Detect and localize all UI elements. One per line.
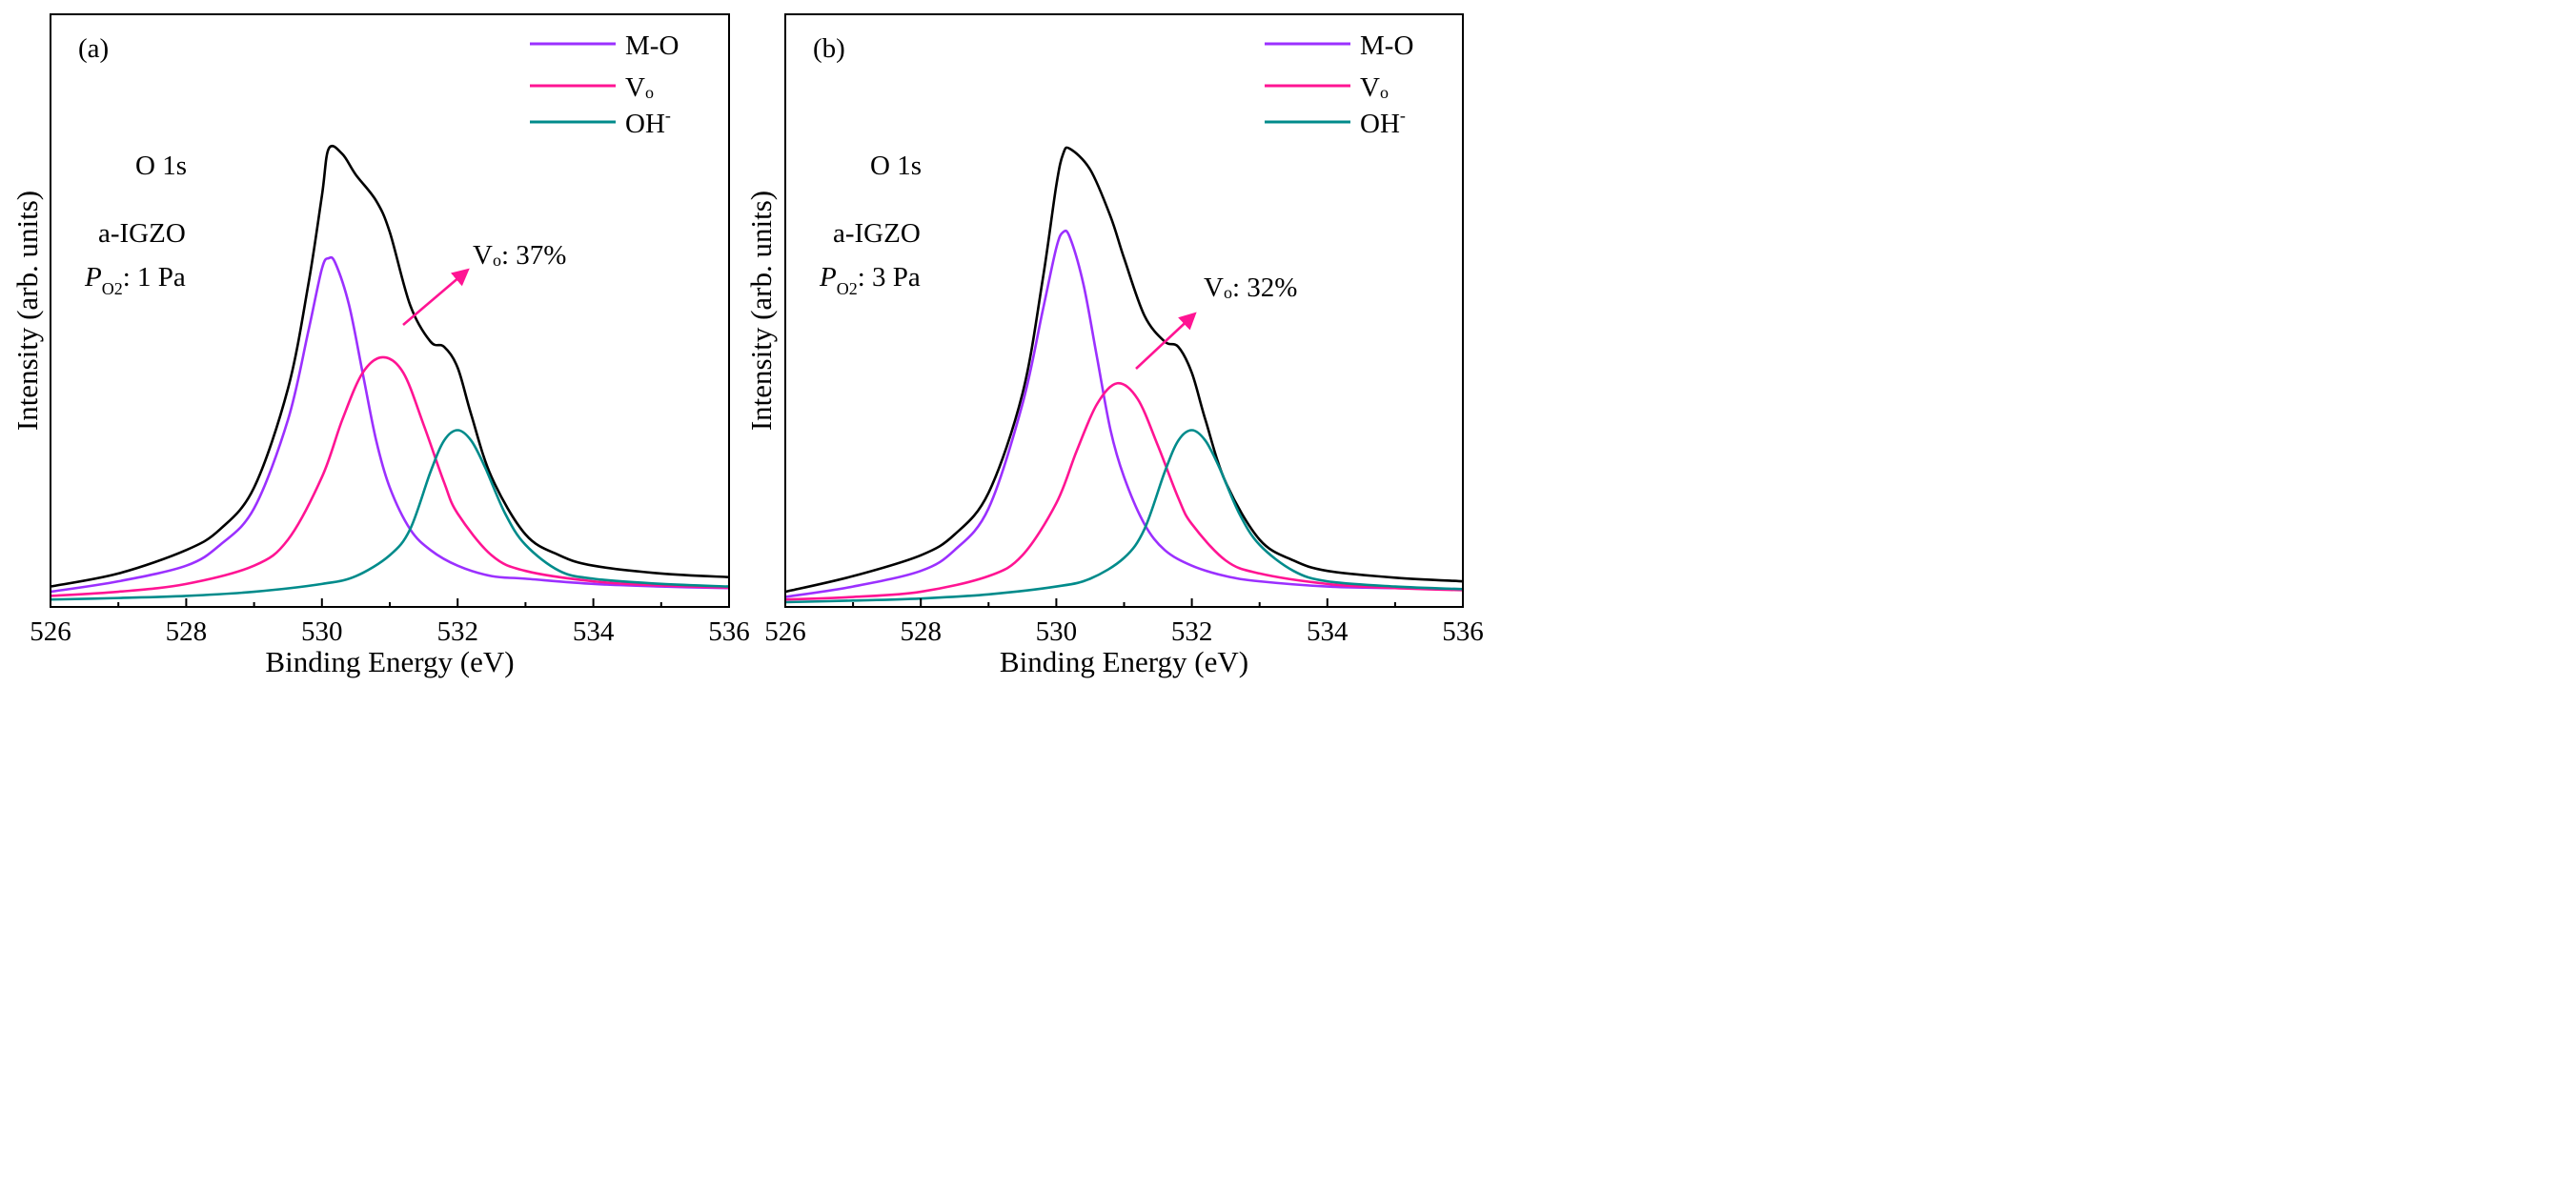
y-axis-title: Intensity (arb. units) xyxy=(10,191,44,431)
xps-figure: 526 528 530 532 534 536 Binding Energy (eV) Int… xyxy=(10,13,1484,678)
y-axis-title: Intensity (arb. units) xyxy=(744,191,778,431)
panel-label: (a) xyxy=(78,33,109,64)
x-tick-label: 534 xyxy=(1307,616,1349,647)
series-line-vo xyxy=(784,381,1464,601)
annotation-orbital: O 1s xyxy=(870,151,922,181)
x-tick-label: 530 xyxy=(1036,616,1078,647)
panel-b: 526 528 530 532 534 536 Binding Energy (eV) Int… xyxy=(744,13,1484,678)
panel-a: 526 528 530 532 534 536 Binding Energy (eV) Int… xyxy=(10,13,750,678)
legend-label-main: OH xyxy=(625,109,665,139)
legend-entry-label: OH- xyxy=(1360,106,1406,139)
legend-entry-label: OH- xyxy=(625,106,671,139)
annotation-vo-percentage: Vo: 37% xyxy=(473,240,566,271)
x-tick-label: 534 xyxy=(573,616,615,647)
annotation-material: a-IGZO xyxy=(98,218,186,249)
x-tick-label: 536 xyxy=(708,616,750,647)
plot-frame xyxy=(50,13,730,608)
legend-label-superscript: - xyxy=(1400,106,1406,125)
x-axis-title: Binding Energy (eV) xyxy=(1000,645,1248,678)
series-line-oh- xyxy=(50,429,730,601)
x-tick-label: 526 xyxy=(764,616,806,647)
annotation-material: a-IGZO xyxy=(833,218,921,249)
legend-entry-label: Vo xyxy=(625,72,654,103)
x-tick-label: 526 xyxy=(30,616,71,647)
series-group xyxy=(784,146,1464,604)
pressure-value: : 1 Pa xyxy=(123,262,186,293)
series-line-oh- xyxy=(784,429,1464,604)
x-axis-title: Binding Energy (eV) xyxy=(265,645,514,678)
vo-percentage-text: : 32% xyxy=(1232,273,1297,303)
x-tick-label: 528 xyxy=(166,616,208,647)
plot-frame xyxy=(784,13,1464,608)
pressure-symbol: P xyxy=(84,262,102,293)
x-tick-label: 536 xyxy=(1442,616,1484,647)
legend-entry-label: M-O xyxy=(625,30,679,61)
legend-label-subscript: o xyxy=(645,83,654,102)
pressure-symbol: P xyxy=(819,262,837,293)
x-tick-label: 528 xyxy=(900,616,942,647)
pressure-value: : 3 Pa xyxy=(858,262,921,293)
series-line-total xyxy=(784,146,1464,594)
vo-subscript: o xyxy=(1224,283,1232,302)
legend-label-main: OH xyxy=(1360,109,1400,139)
panel-label: (b) xyxy=(813,33,845,64)
x-tick-label: 532 xyxy=(436,616,478,647)
series-group xyxy=(50,144,730,601)
series-line-vo xyxy=(50,355,730,597)
vo-subscript: o xyxy=(493,251,501,270)
legend-label-subscript: o xyxy=(1380,83,1389,102)
legend-label-superscript: - xyxy=(665,106,671,125)
x-tick-label: 530 xyxy=(301,616,343,647)
legend-entry-label: M-O xyxy=(1360,30,1413,61)
vo-symbol: V xyxy=(1204,273,1224,303)
vo-symbol: V xyxy=(473,240,493,271)
series-line-m-o xyxy=(50,255,730,594)
x-tick-label: 532 xyxy=(1171,616,1213,647)
annotation-vo-percentage: Vo: 32% xyxy=(1204,273,1297,303)
pressure-subscript: O2 xyxy=(102,279,123,298)
vo-arrow xyxy=(402,268,470,326)
legend-label-main: V xyxy=(625,72,645,103)
series-line-total xyxy=(50,144,730,588)
vo-percentage-text: : 37% xyxy=(501,240,566,271)
vo-arrow xyxy=(1135,312,1197,370)
series-line-m-o xyxy=(784,229,1464,598)
legend-label-main: V xyxy=(1360,72,1380,103)
annotation-oxygen-pressure: PO2: 1 Pa xyxy=(84,262,186,298)
legend-entry-label: Vo xyxy=(1360,72,1389,103)
annotation-oxygen-pressure: PO2: 3 Pa xyxy=(819,262,921,298)
pressure-subscript: O2 xyxy=(837,279,858,298)
annotation-orbital: O 1s xyxy=(135,151,187,181)
